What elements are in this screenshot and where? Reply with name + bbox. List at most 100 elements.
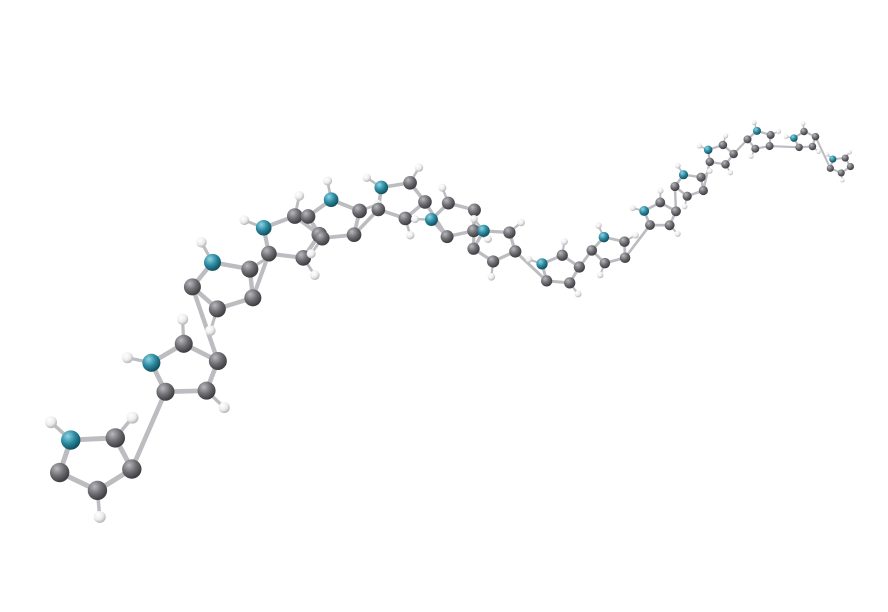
- hydrogen-atom-icon: [674, 230, 681, 237]
- bond: [129, 389, 168, 472]
- bond: [702, 160, 711, 192]
- carbon-atom-icon: [541, 275, 553, 287]
- carbon-atom-icon: [599, 257, 611, 269]
- nitrogen-atom-icon: [639, 206, 650, 216]
- carbon-atom-icon: [808, 142, 817, 151]
- carbon-atom-icon: [795, 143, 803, 152]
- nitrogen-atom-icon: [678, 170, 689, 180]
- carbon-atom-icon: [655, 197, 666, 208]
- nitrogen-atom-icon: [424, 213, 438, 226]
- hydrogen-atom-icon: [205, 325, 216, 336]
- carbon-atom-icon: [241, 260, 259, 278]
- hydrogen-atom-icon: [483, 235, 492, 244]
- carbon-atom-icon: [705, 157, 715, 167]
- carbon-atom-icon: [105, 428, 126, 448]
- hydrogen-atom-icon: [657, 187, 664, 194]
- hydrogen-atom-icon: [517, 218, 525, 227]
- nitrogen-atom-icon: [703, 145, 713, 155]
- hydrogen-atom-icon: [847, 149, 852, 155]
- nitrogen-atom-icon: [829, 155, 837, 163]
- carbon-atom-icon: [619, 236, 630, 247]
- carbon-atom-icon: [721, 160, 730, 169]
- hydrogen-atom-icon: [93, 510, 106, 523]
- carbon-atom-icon: [403, 175, 417, 190]
- carbon-atom-icon: [619, 252, 631, 264]
- hydrogen-atom-icon: [239, 215, 250, 226]
- hydrogen-atom-icon: [800, 121, 806, 126]
- hydrogen-atom-icon: [776, 128, 782, 134]
- hydrogen-atom-icon: [126, 411, 139, 424]
- hydrogen-atom-icon: [405, 231, 415, 240]
- bond-layer: [49, 121, 852, 519]
- carbon-atom-icon: [682, 191, 692, 201]
- carbon-atom-icon: [440, 230, 454, 244]
- carbon-atom-icon: [122, 459, 142, 479]
- hydrogen-atom-icon: [748, 153, 754, 159]
- carbon-atom-icon: [696, 172, 706, 182]
- carbon-atom-icon: [718, 140, 728, 150]
- nitrogen-atom-icon: [142, 353, 161, 372]
- carbon-atom-icon: [314, 230, 330, 246]
- hydrogen-atom-icon: [322, 176, 333, 186]
- carbon-atom-icon: [556, 249, 568, 261]
- hydrogen-atom-icon: [840, 178, 845, 183]
- hydrogen-atom-icon: [294, 190, 305, 201]
- hydrogen-atom-icon: [751, 120, 757, 126]
- carbon-atom-icon: [503, 226, 516, 239]
- carbon-atom-icon: [664, 220, 675, 231]
- hydrogen-atom-icon: [306, 249, 316, 259]
- carbon-atom-icon: [352, 203, 367, 219]
- hydrogen-atom-icon: [681, 203, 688, 210]
- carbon-atom-icon: [441, 196, 455, 210]
- carbon-atom-icon: [846, 163, 855, 171]
- carbon-atom-icon: [586, 245, 598, 256]
- hydrogen-atom-icon: [196, 237, 207, 248]
- carbon-atom-icon: [300, 209, 316, 224]
- bond: [768, 145, 801, 149]
- bond: [513, 249, 549, 283]
- carbon-atom-icon: [467, 203, 481, 217]
- carbon-atom-icon: [729, 149, 738, 159]
- carbon-atom-icon: [87, 480, 108, 501]
- hydrogen-atom-icon: [596, 271, 604, 279]
- hydrogen-atom-icon: [470, 215, 478, 223]
- hydrogen-atom-icon: [309, 270, 320, 280]
- hydrogen-atom-icon: [824, 152, 830, 157]
- nitrogen-atom-icon: [374, 180, 389, 195]
- hydrogen-atom-icon: [121, 352, 134, 364]
- carbon-atom-icon: [174, 334, 193, 353]
- carbon-atom-icon: [208, 351, 227, 371]
- nitrogen-atom-icon: [752, 126, 761, 135]
- carbon-atom-icon: [765, 142, 774, 151]
- nitrogen-atom-icon: [61, 430, 81, 450]
- carbon-atom-icon: [418, 195, 432, 209]
- hydrogen-atom-icon: [706, 168, 713, 174]
- carbon-atom-icon: [573, 261, 585, 273]
- carbon-atom-icon: [371, 202, 386, 217]
- hydrogen-atom-icon: [727, 169, 734, 176]
- nitrogen-atom-icon: [323, 192, 339, 208]
- carbon-atom-icon: [800, 127, 808, 136]
- hydrogen-atom-icon: [525, 255, 533, 263]
- bond: [190, 284, 221, 364]
- carbon-atom-icon: [509, 245, 522, 258]
- hydrogen-atom-icon: [414, 163, 424, 172]
- hydrogen-atom-icon: [595, 222, 602, 229]
- hydrogen-atom-icon: [560, 238, 568, 246]
- hydrogen-atom-icon: [696, 143, 703, 149]
- hydrogen-atom-icon: [632, 231, 639, 239]
- hydrogen-atom-icon: [574, 290, 582, 298]
- nitrogen-atom-icon: [477, 224, 490, 237]
- carbon-atom-icon: [467, 224, 481, 238]
- hydrogen-atom-icon: [487, 272, 496, 281]
- carbon-atom-icon: [826, 164, 834, 172]
- nitrogen-atom-icon: [790, 134, 798, 142]
- carbon-atom-icon: [837, 169, 845, 177]
- carbon-atom-icon: [670, 181, 680, 192]
- carbon-atom-icon: [671, 206, 681, 217]
- bond: [814, 135, 832, 170]
- bond: [623, 223, 652, 260]
- carbon-atom-icon: [698, 185, 708, 196]
- nitrogen-atom-icon: [598, 231, 610, 243]
